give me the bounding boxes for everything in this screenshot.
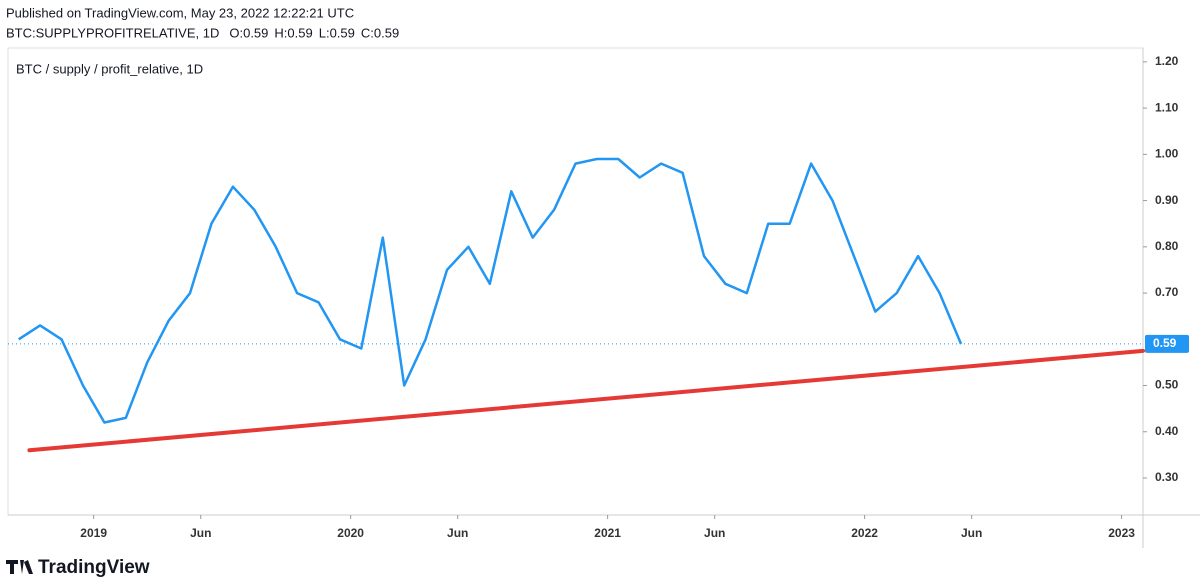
x-tick-label: 2020 xyxy=(337,526,364,540)
trendline xyxy=(27,348,1145,453)
x-tick-label: Jun xyxy=(961,526,982,540)
ohlc-value: 0.59 xyxy=(374,25,399,40)
logo: TradingView xyxy=(6,557,150,578)
symbol: BTC:SUPPLYPROFITRELATIVE, 1D xyxy=(6,25,219,40)
symbol-header: BTC:SUPPLYPROFITRELATIVE, 1D xyxy=(6,25,219,40)
x-tick-label: 2022 xyxy=(851,526,878,540)
x-tick-label: Jun xyxy=(190,526,211,540)
x-tick-label: 2021 xyxy=(594,526,621,540)
chart-title: BTC / supply / profit_relative, 1D xyxy=(16,61,203,76)
y-tick-label: 0.70 xyxy=(1155,285,1179,299)
ohlc-value: 0.59 xyxy=(330,25,355,40)
published-note: Published on TradingView.com, May 23, 20… xyxy=(6,5,354,20)
y-tick-label: 1.10 xyxy=(1155,100,1179,114)
plot-frame xyxy=(7,47,1144,516)
data-line xyxy=(18,157,963,424)
ohlc-label: H: xyxy=(274,25,287,40)
ohlc-label: C: xyxy=(361,25,374,40)
y-tick-label: 1.00 xyxy=(1155,147,1179,161)
x-tick-label: Jun xyxy=(704,526,725,540)
ohlc-label: O: xyxy=(229,25,243,40)
y-tick-label: 0.80 xyxy=(1155,239,1179,253)
y-tick-label: 0.30 xyxy=(1155,470,1179,484)
y-tick-label: 0.50 xyxy=(1155,378,1179,392)
y-tick-label: 0.40 xyxy=(1155,424,1179,438)
y-tick-label: 1.20 xyxy=(1155,54,1179,68)
x-tick-label: 2023 xyxy=(1108,526,1135,540)
y-tick-label: 0.90 xyxy=(1155,193,1179,207)
last-value-tag xyxy=(1145,334,1189,353)
ohlc-label: L: xyxy=(319,25,330,40)
x-tick-label: Jun xyxy=(447,526,468,540)
x-tick-label: 2019 xyxy=(80,526,107,540)
last-value-label: 0.59 xyxy=(1153,336,1177,350)
ohlc-value: 0.59 xyxy=(287,25,312,40)
brand: TradingView xyxy=(38,557,150,578)
ohlc-value: 0.59 xyxy=(243,25,268,40)
